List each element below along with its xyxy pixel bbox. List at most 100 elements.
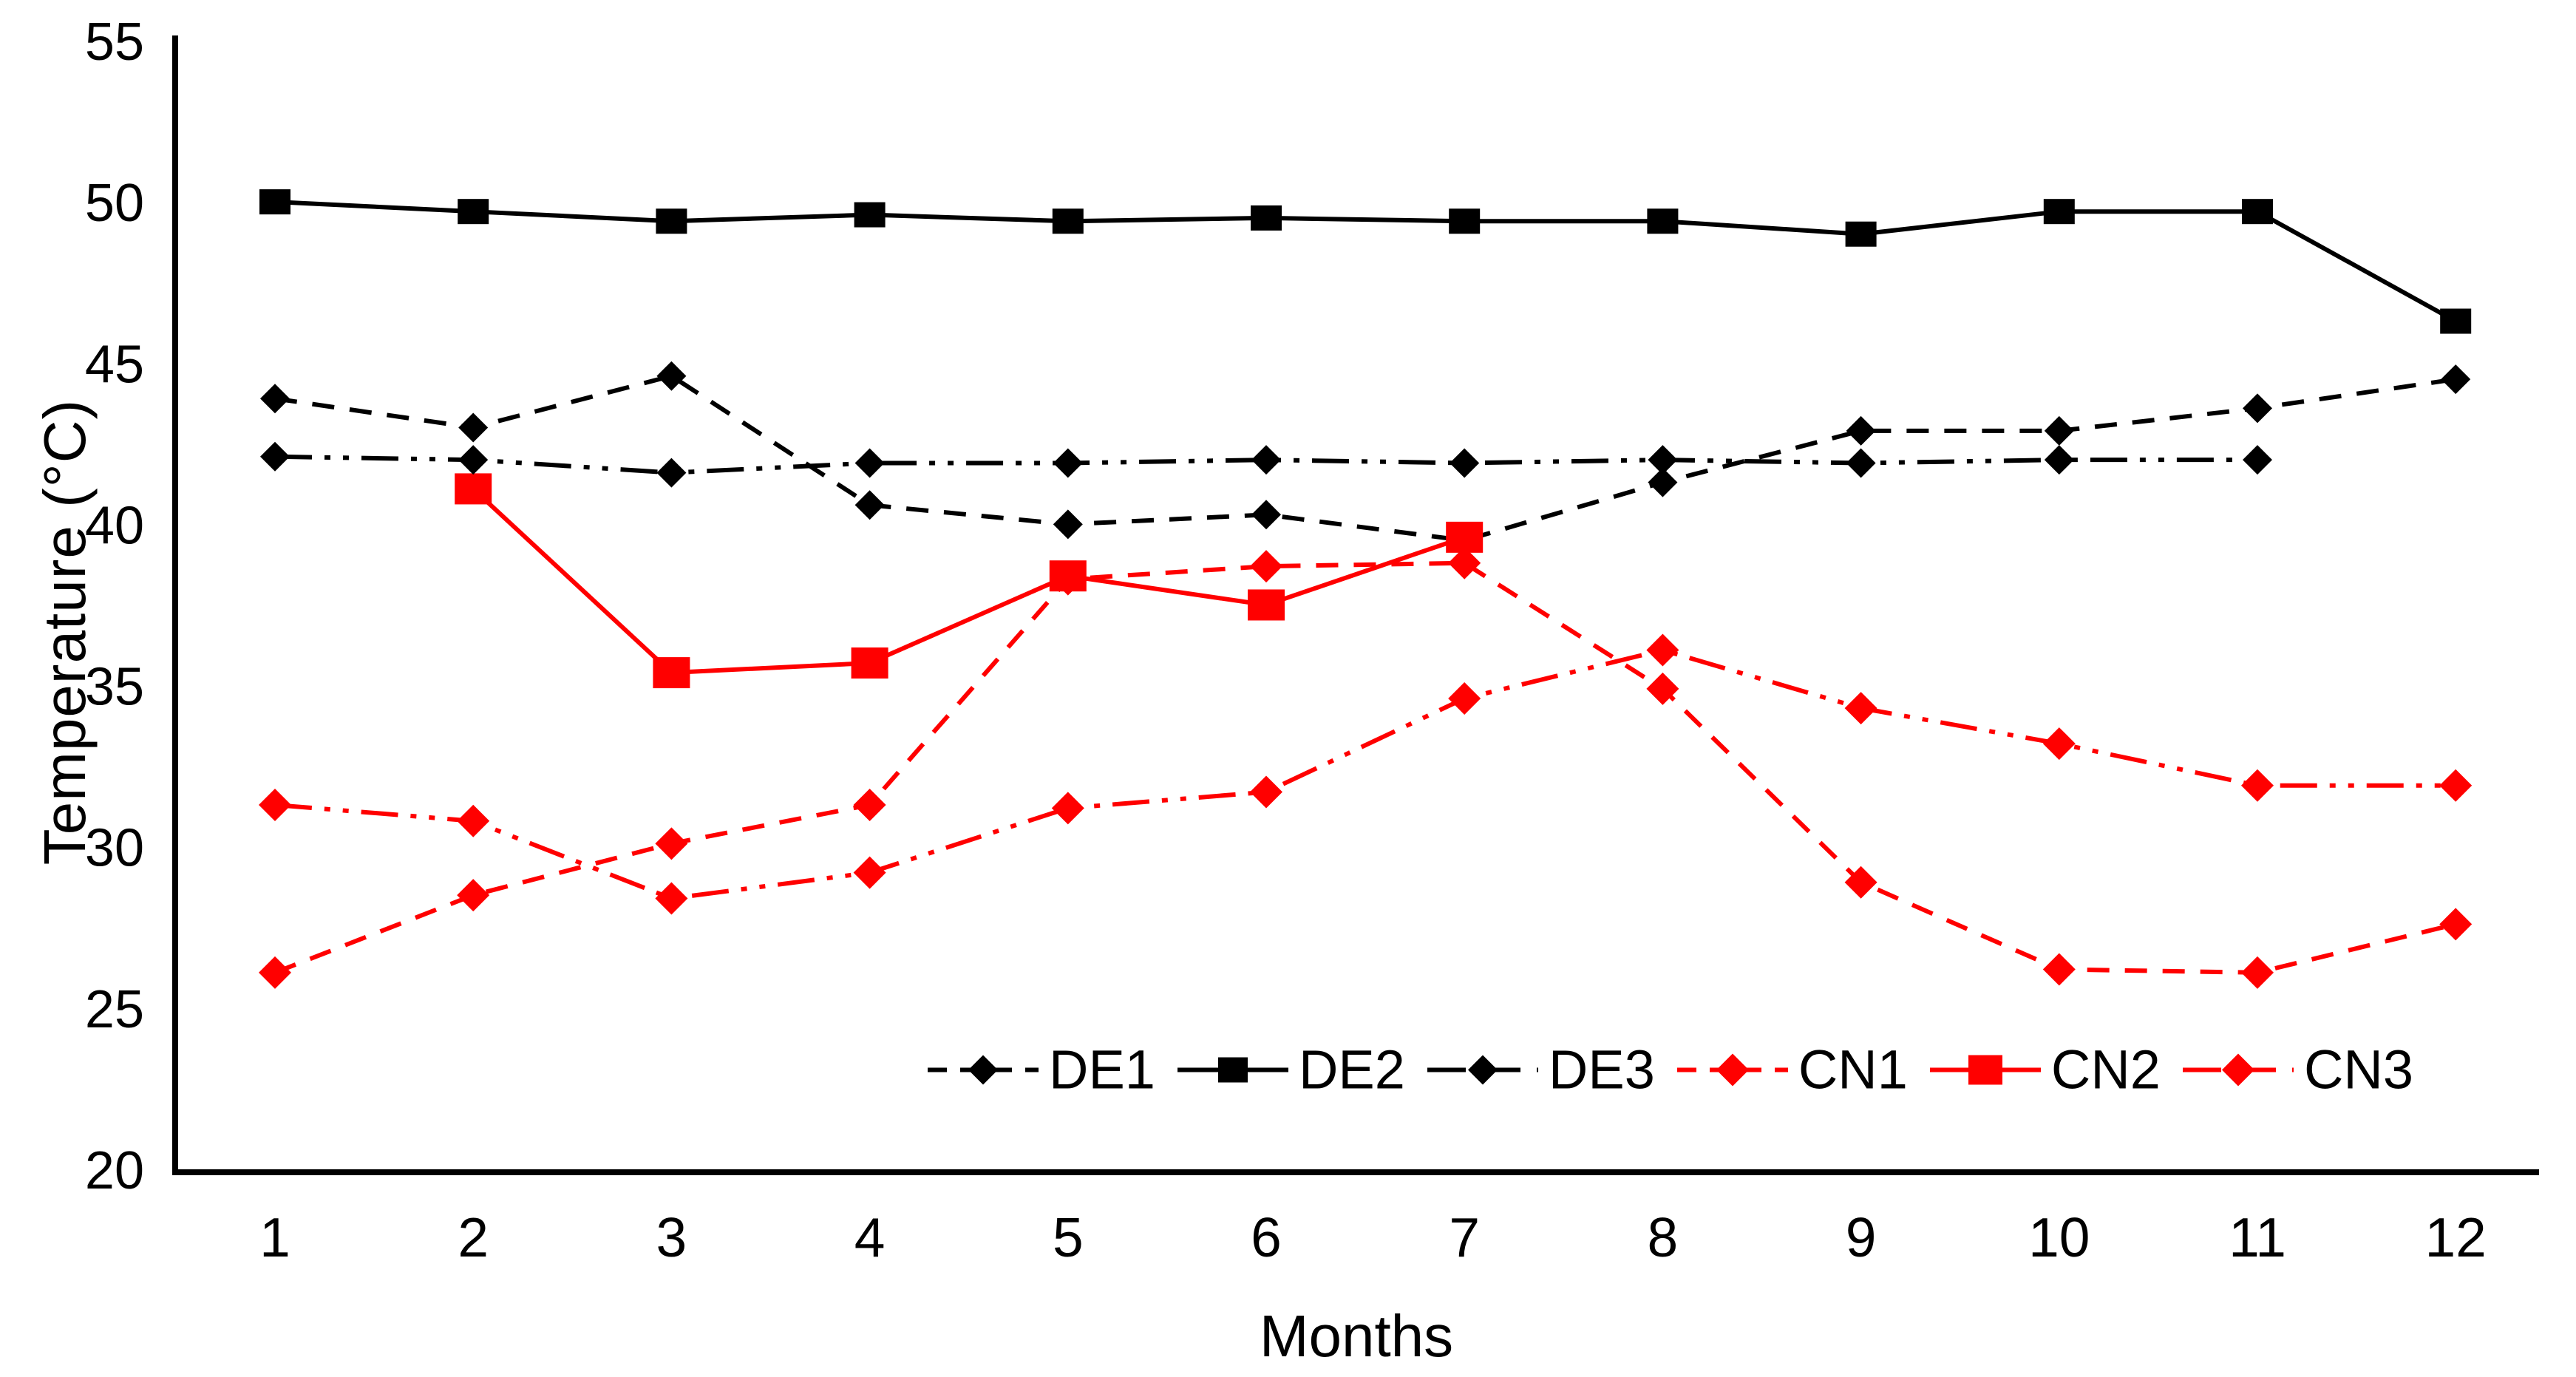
marker-diamond-CN3 xyxy=(853,856,886,889)
x-tick-label-8: 8 xyxy=(1648,1206,1679,1268)
legend-swatch-DE2 xyxy=(1177,1057,1288,1082)
marker-diamond-CN1 xyxy=(2241,956,2274,989)
legend-item-CN3: CN3 xyxy=(2182,1038,2413,1101)
marker-diamond-CN1 xyxy=(457,879,490,912)
legend-marker-diamond-DE1 xyxy=(968,1055,998,1084)
marker-diamond-CN3 xyxy=(1646,633,1679,667)
legend-marker-diamond-CN3 xyxy=(2221,1053,2254,1086)
marker-diamond-DE1 xyxy=(458,412,489,443)
legend-marker-square-CN2 xyxy=(1968,1055,2002,1084)
y-tick-label-30: 30 xyxy=(85,819,144,878)
marker-diamond-CN3 xyxy=(457,804,490,837)
legend-item-CN1: CN1 xyxy=(1676,1038,1908,1101)
marker-square-CN2 xyxy=(851,647,888,679)
marker-square-CN2 xyxy=(1049,560,1087,592)
marker-diamond-DE1 xyxy=(1053,509,1083,540)
marker-diamond-DE1 xyxy=(1251,500,1281,530)
x-tick-label-4: 4 xyxy=(854,1206,886,1268)
marker-diamond-DE1 xyxy=(2243,393,2272,424)
marker-diamond-CN1 xyxy=(853,788,886,821)
y-tick-label-50: 50 xyxy=(85,174,144,233)
marker-diamond-DE3 xyxy=(1648,445,1678,475)
x-tick-label-6: 6 xyxy=(1251,1206,1282,1268)
series-line-CN3 xyxy=(274,647,2456,901)
y-tick-label-35: 35 xyxy=(85,658,144,717)
marker-diamond-DE3 xyxy=(854,448,885,478)
series-line-DE2 xyxy=(274,200,2457,324)
marker-square-DE2 xyxy=(1052,208,1084,234)
marker-square-DE2 xyxy=(2043,199,2075,225)
legend-swatch-CN1 xyxy=(1676,1053,1788,1086)
marker-square-DE2 xyxy=(2440,308,2472,334)
x-tick-label-2: 2 xyxy=(458,1206,489,1268)
series-line-DE3 xyxy=(274,454,2257,475)
y-tick-label-25: 25 xyxy=(85,980,144,1039)
marker-diamond-DE1 xyxy=(854,490,885,520)
x-tick-label-9: 9 xyxy=(1846,1206,1877,1268)
legend-marker-square-DE2 xyxy=(1217,1057,1248,1082)
marker-diamond-DE1 xyxy=(260,384,290,414)
marker-square-DE2 xyxy=(1647,208,1679,234)
marker-square-DE2 xyxy=(1449,208,1481,234)
x-tick-label-1: 1 xyxy=(259,1206,290,1268)
marker-square-DE2 xyxy=(1251,205,1282,231)
marker-diamond-CN3 xyxy=(655,882,688,915)
marker-diamond-DE3 xyxy=(1053,448,1083,478)
legend-marker-diamond-CN1 xyxy=(1716,1053,1749,1086)
x-tick-label-12: 12 xyxy=(2424,1206,2486,1268)
legend-item-DE2: DE2 xyxy=(1177,1038,1405,1101)
marker-square-DE2 xyxy=(458,199,489,225)
x-tick-label-11: 11 xyxy=(2229,1206,2286,1268)
series-line-CN2 xyxy=(472,487,1466,676)
marker-diamond-DE1 xyxy=(2441,364,2471,395)
legend-swatch-CN2 xyxy=(1929,1055,2041,1084)
marker-diamond-DE3 xyxy=(260,441,290,472)
marker-diamond-CN1 xyxy=(1844,866,1877,899)
marker-diamond-CN3 xyxy=(1448,682,1481,715)
y-axis-title: Temperature (°C) xyxy=(32,398,98,866)
legend-label-CN1: CN1 xyxy=(1798,1038,1908,1101)
marker-diamond-DE1 xyxy=(1846,415,1876,446)
legend-label-DE2: DE2 xyxy=(1298,1038,1405,1101)
marker-diamond-DE3 xyxy=(458,445,489,475)
marker-diamond-CN1 xyxy=(655,827,688,860)
legend-item-CN2: CN2 xyxy=(1929,1038,2161,1101)
legend-swatch-DE1 xyxy=(928,1055,1039,1084)
marker-square-DE2 xyxy=(854,202,886,228)
marker-square-CN2 xyxy=(1446,521,1484,553)
x-tick-label-5: 5 xyxy=(1053,1206,1084,1268)
legend-label-DE3: DE3 xyxy=(1548,1038,1655,1101)
marker-diamond-CN1 xyxy=(1250,550,1282,583)
marker-diamond-CN1 xyxy=(1448,546,1481,579)
marker-diamond-CN3 xyxy=(259,788,291,821)
marker-diamond-DE3 xyxy=(656,458,687,488)
marker-diamond-DE3 xyxy=(1846,448,1876,478)
legend-swatch-DE3 xyxy=(1427,1055,1538,1084)
marker-square-DE2 xyxy=(259,189,290,215)
x-axis-title: Months xyxy=(1259,1303,1454,1369)
y-tick-label-20: 20 xyxy=(85,1141,144,1200)
series-line-CN1 xyxy=(273,560,2456,975)
marker-diamond-DE1 xyxy=(1648,467,1678,497)
marker-diamond-CN3 xyxy=(1844,692,1877,725)
x-tick-label-10: 10 xyxy=(2028,1206,2090,1268)
marker-square-DE2 xyxy=(2242,199,2273,225)
legend-item-DE3: DE3 xyxy=(1427,1038,1655,1101)
x-tick-label-7: 7 xyxy=(1449,1206,1480,1268)
x-tick-label-3: 3 xyxy=(656,1206,687,1268)
marker-diamond-CN1 xyxy=(1646,672,1679,705)
marker-diamond-CN1 xyxy=(259,956,291,989)
marker-square-DE2 xyxy=(656,208,687,234)
marker-diamond-DE3 xyxy=(1251,445,1281,475)
legend-item-DE1: DE1 xyxy=(928,1038,1155,1101)
marker-diamond-CN1 xyxy=(2042,953,2076,986)
y-tick-label-55: 55 xyxy=(85,13,144,72)
legend: DE1 DE2 DE3 CN1 CN2 CN3 xyxy=(928,1038,2413,1101)
marker-diamond-CN3 xyxy=(2241,769,2274,802)
legend-marker-diamond-DE3 xyxy=(1467,1055,1498,1084)
marker-diamond-DE1 xyxy=(2044,415,2074,446)
y-tick-label-45: 45 xyxy=(85,335,144,394)
series-line-DE1 xyxy=(274,373,2456,543)
